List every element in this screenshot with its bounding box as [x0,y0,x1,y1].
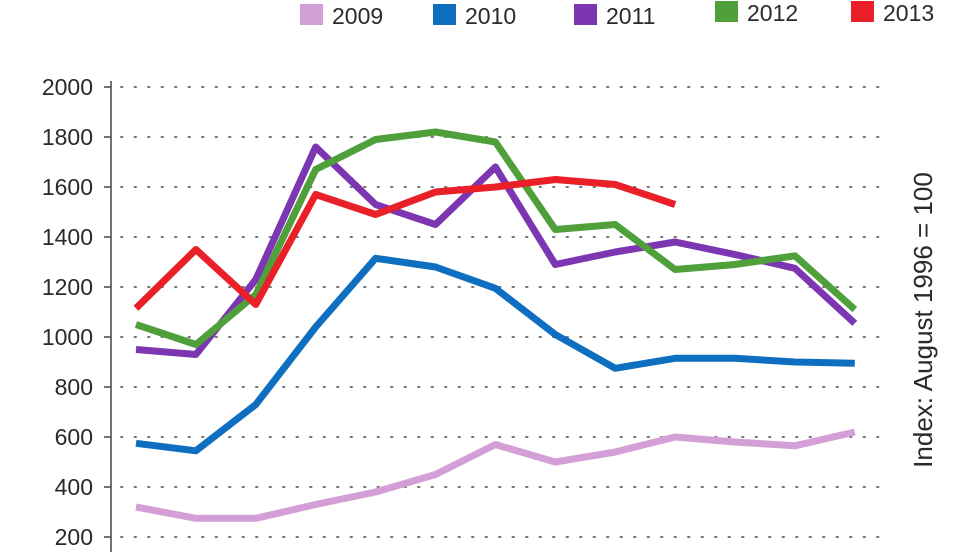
series-lines [133,128,858,522]
y-axis-title: Index: August 1996 = 100 [908,172,938,468]
legend-label-2013: 2013 [883,0,934,26]
y-tick-label: 1400 [42,224,93,250]
series-line-2012 [134,128,858,348]
y-tick-label: 1000 [42,324,93,350]
legend-label-2011: 2011 [606,3,655,29]
series-line-2009 [135,428,856,522]
legend-swatch-2011 [574,4,597,25]
y-axis: 2000 1800 1600 1400 1200 1000 800 600 400 200 [42,74,112,552]
legend-swatch-2010 [433,4,456,25]
series-line-2010 [135,254,855,455]
series-line-2013 [133,176,677,311]
legend-label-2012: 2012 [747,0,798,26]
y-tick-label: 1800 [42,124,93,150]
legend-swatch-2012 [715,1,738,22]
y-tick-label: 2000 [42,74,93,100]
y-tick-label: 200 [55,524,93,550]
legend-label-2010: 2010 [465,3,516,29]
y-tick-label: 1600 [42,174,93,200]
y-tick-label: 600 [55,424,93,450]
legend-swatch-2009 [300,4,323,25]
legend-swatch-2013 [851,1,874,22]
series-line-2011 [135,143,858,358]
y-tick-label: 1200 [42,274,93,300]
legend: 2009 2010 2011 2012 2013 [300,0,934,29]
y-tick-label: 400 [55,474,93,500]
y-tick-label: 800 [55,374,93,400]
legend-label-2009: 2009 [332,3,383,29]
